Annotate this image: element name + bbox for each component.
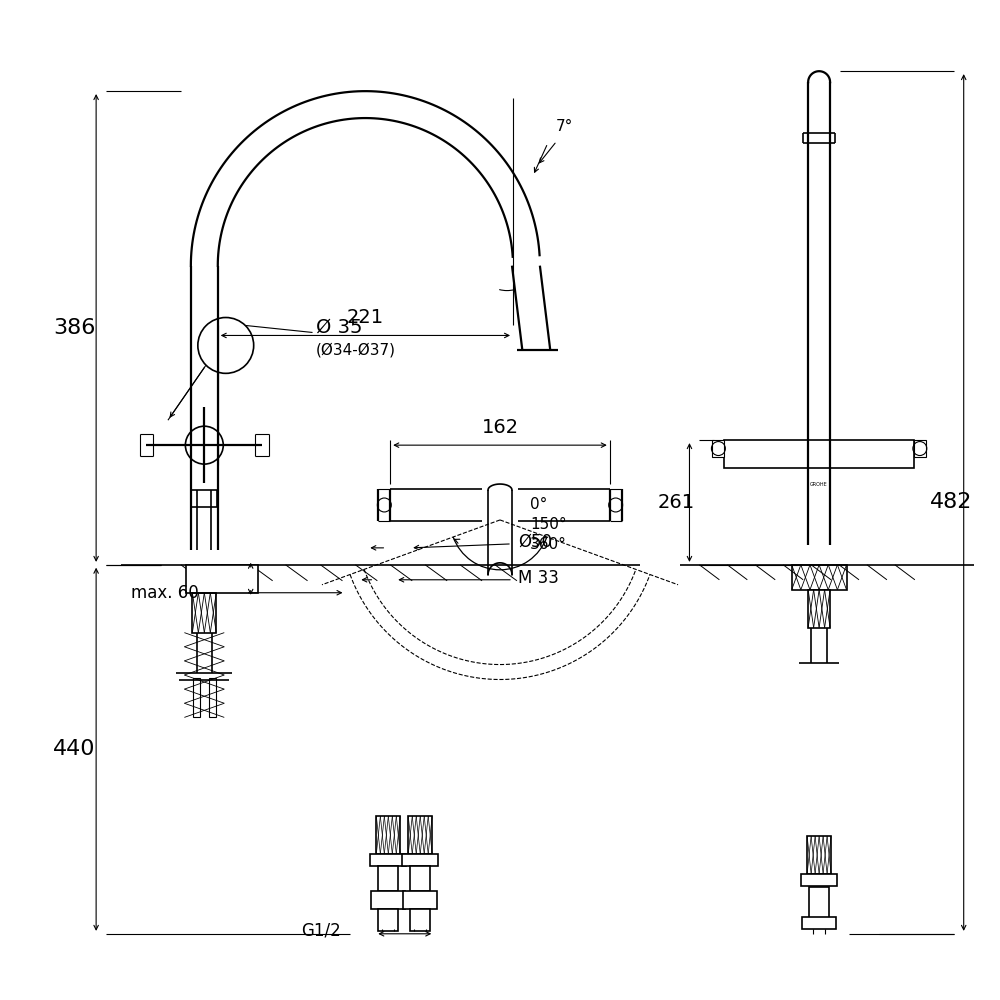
Text: 386: 386 (53, 318, 95, 338)
Bar (801, 874, 837, 886)
Bar (807, 836, 831, 874)
Bar (402, 854, 438, 866)
Bar (186, 565, 258, 593)
Bar (408, 816, 432, 854)
Bar (792, 565, 847, 590)
Bar (376, 816, 400, 854)
Text: 162: 162 (481, 418, 519, 437)
Text: G1/2: G1/2 (301, 922, 340, 940)
Text: GROHE: GROHE (810, 482, 828, 487)
Text: 221: 221 (347, 308, 384, 327)
Text: (Ø34-Ø37): (Ø34-Ø37) (316, 343, 396, 358)
Text: 360°: 360° (530, 537, 567, 552)
Text: 150°: 150° (530, 517, 567, 532)
Text: 7°: 7° (556, 119, 574, 134)
Text: 440: 440 (53, 739, 95, 759)
Bar (410, 909, 430, 931)
Text: max. 60: max. 60 (131, 584, 199, 602)
Bar (809, 887, 829, 919)
Bar (209, 678, 216, 717)
Bar (378, 866, 398, 891)
Bar (371, 891, 405, 909)
Bar (378, 909, 398, 931)
Text: 0°: 0° (530, 497, 547, 512)
Text: 261: 261 (658, 493, 695, 512)
Bar (914, 440, 926, 457)
Text: M 33: M 33 (518, 569, 559, 587)
Text: 482: 482 (930, 492, 972, 512)
Text: Ø50: Ø50 (518, 533, 552, 551)
Bar (724, 440, 914, 468)
Text: Ø 35: Ø 35 (316, 318, 362, 337)
Bar (193, 678, 200, 717)
Bar (712, 440, 724, 457)
Bar (192, 593, 216, 633)
Bar (370, 854, 406, 866)
Bar (808, 590, 830, 628)
Bar (403, 891, 437, 909)
Bar (410, 866, 430, 891)
Bar (802, 917, 836, 929)
